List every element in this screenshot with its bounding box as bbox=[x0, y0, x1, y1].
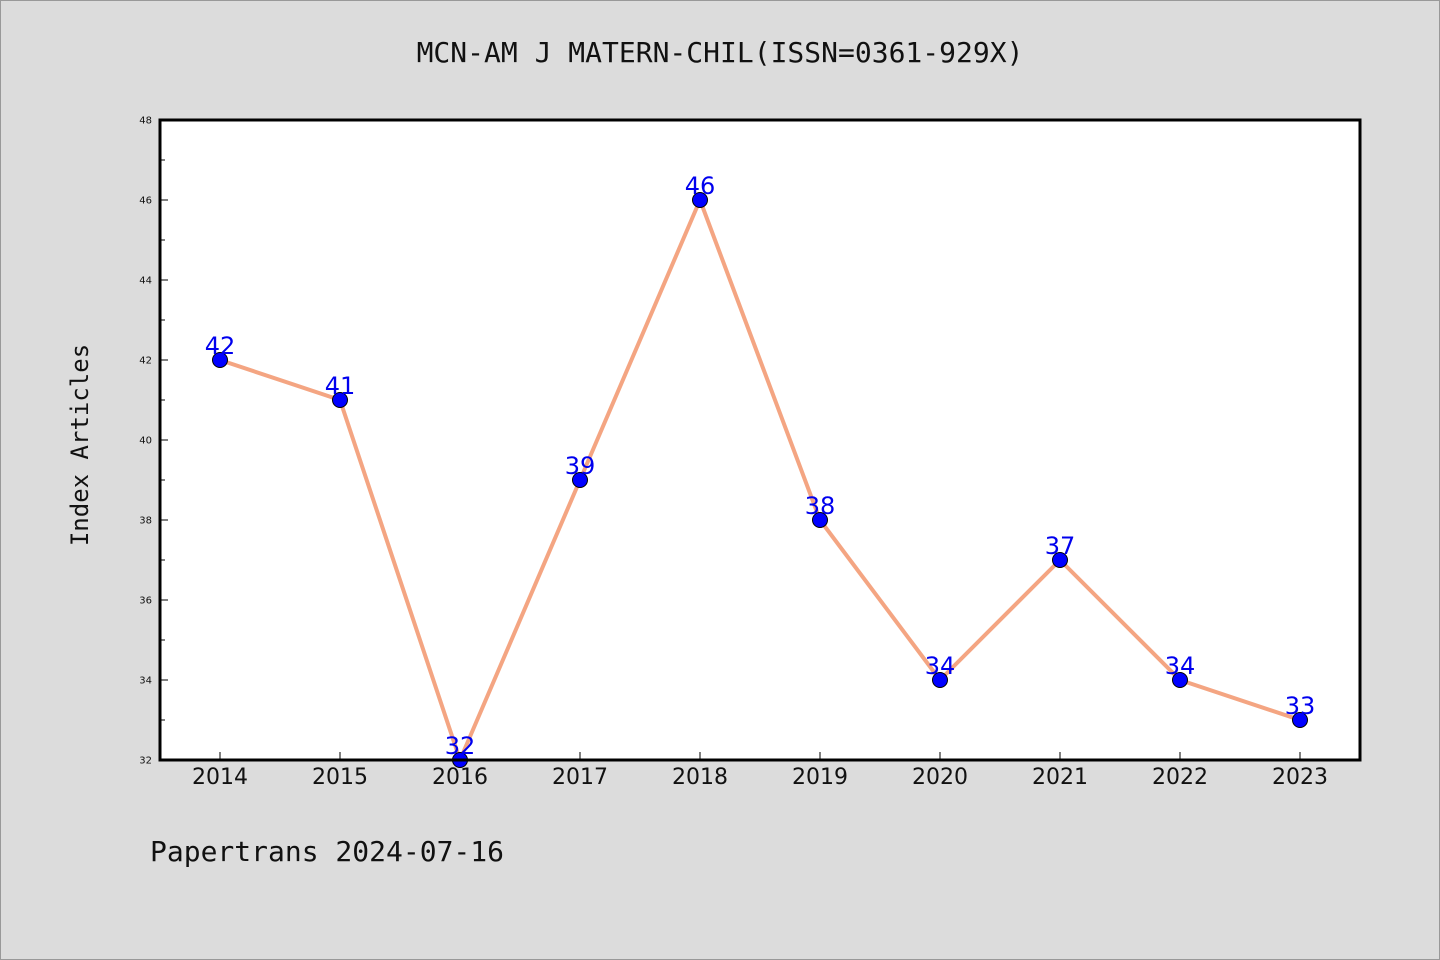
x-tick-label: 2020 bbox=[912, 765, 968, 790]
x-axis-ticks: 2014 2015 2016 2017 2018 2019 2020 2021 2022 2023 bbox=[192, 752, 1328, 790]
data-series: 42 41 32 39 46 38 34 37 34 33 bbox=[205, 172, 1316, 768]
data-point bbox=[932, 672, 948, 688]
y-tick-label: 42 bbox=[139, 356, 152, 367]
data-label: 39 bbox=[565, 452, 596, 480]
data-point bbox=[332, 392, 348, 408]
data-label: 42 bbox=[205, 332, 236, 360]
y-tick-label: 48 bbox=[139, 116, 152, 127]
data-point bbox=[212, 352, 228, 368]
x-tick-label: 2022 bbox=[1152, 765, 1208, 790]
data-label: 34 bbox=[1165, 652, 1196, 680]
data-point bbox=[692, 192, 708, 208]
y-tick-label: 46 bbox=[139, 196, 152, 207]
data-label: 32 bbox=[445, 732, 476, 760]
data-point bbox=[812, 512, 828, 528]
y-tick-label: 32 bbox=[139, 756, 152, 767]
y-tick-label: 44 bbox=[139, 276, 152, 287]
data-label: 38 bbox=[805, 492, 836, 520]
x-tick-label: 2021 bbox=[1032, 765, 1088, 790]
footer-note: Papertrans 2024-07-16 bbox=[150, 835, 505, 868]
y-tick-label: 34 bbox=[139, 676, 152, 687]
plot-area bbox=[160, 120, 1360, 760]
data-point bbox=[1172, 672, 1188, 688]
data-label: 37 bbox=[1045, 532, 1076, 560]
x-tick-label: 2014 bbox=[192, 765, 248, 790]
x-tick-label: 2018 bbox=[672, 765, 728, 790]
x-tick-label: 2019 bbox=[792, 765, 848, 790]
y-tick-label: 38 bbox=[139, 516, 152, 527]
y-tick-label: 40 bbox=[139, 436, 152, 447]
x-tick-label: 2017 bbox=[552, 765, 608, 790]
data-label: 46 bbox=[685, 172, 716, 200]
data-label: 34 bbox=[925, 652, 956, 680]
data-point bbox=[1052, 552, 1068, 568]
chart-title: MCN-AM J MATERN-CHIL(ISSN=0361-929X) bbox=[416, 36, 1024, 69]
data-point bbox=[572, 472, 588, 488]
x-tick-label: 2023 bbox=[1272, 765, 1328, 790]
plot-border bbox=[158, 118, 1362, 762]
x-tick-label: 2016 bbox=[432, 765, 488, 790]
series-line bbox=[218, 198, 1302, 762]
data-label: 41 bbox=[325, 372, 356, 400]
y-tick-label: 36 bbox=[139, 596, 152, 607]
x-tick-label: 2015 bbox=[312, 765, 368, 790]
data-label: 33 bbox=[1285, 692, 1316, 720]
data-point bbox=[1292, 712, 1308, 728]
